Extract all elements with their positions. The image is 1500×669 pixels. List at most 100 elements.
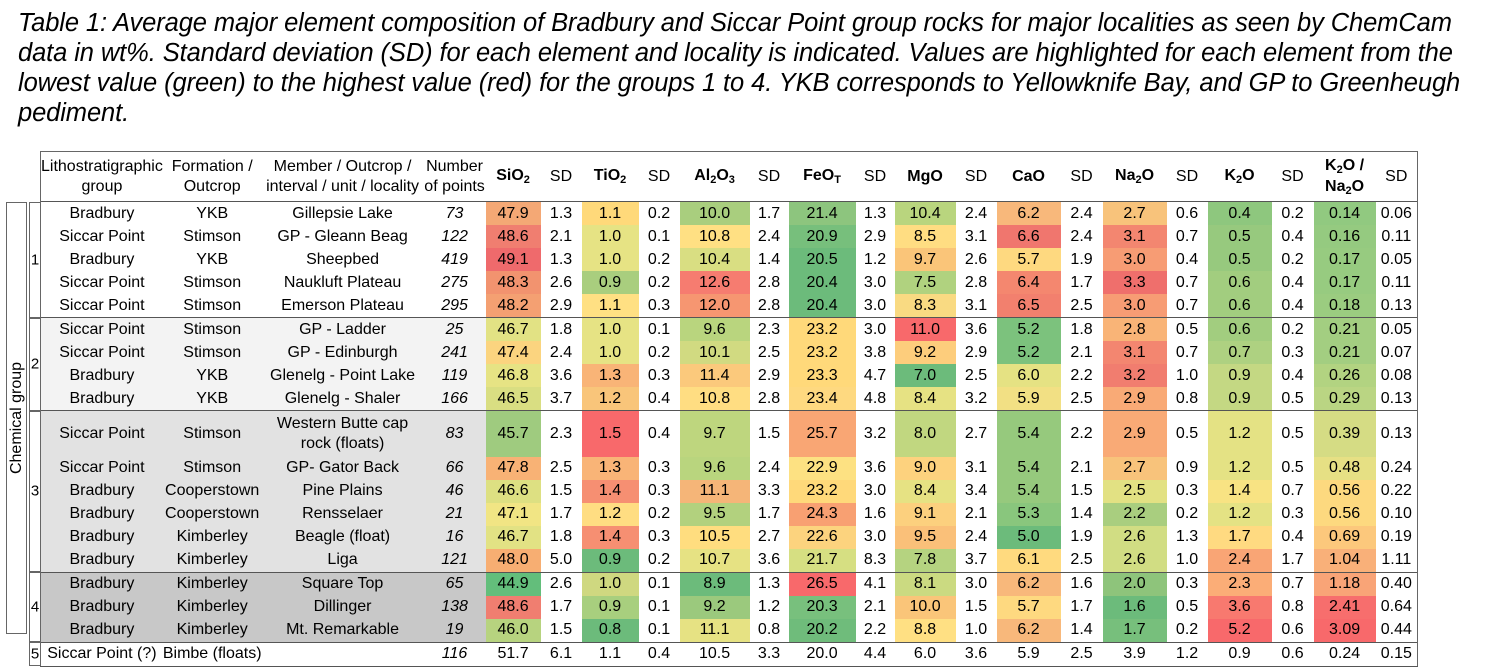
sd-cell: 0.6 [1271, 641, 1314, 667]
value-cell: 1.04 [1313, 548, 1376, 572]
value-cell: 5.7 [996, 248, 1061, 271]
sd-cell: 0.3 [1175, 482, 1199, 499]
sd-cell: 1.8 [540, 317, 582, 341]
sd-cell: 2.1 [1070, 459, 1093, 476]
formation-cell: Stimson [183, 227, 242, 245]
formation-cell: YKB [162, 364, 262, 387]
sd-cell: 1.4 [1070, 505, 1093, 522]
value-cell: 21.7 [788, 548, 856, 572]
sd-cell: 0.10 [1375, 502, 1419, 526]
sd-cell: 1.4 [757, 250, 781, 268]
sd-cell: 3.6 [549, 366, 573, 384]
header-sd: SD [540, 151, 582, 202]
sd-cell: 0.4 [1281, 366, 1304, 384]
value-cell: 5.2 [1207, 618, 1272, 642]
litho-group-cell: Bradbury [39, 502, 163, 526]
value-cell: 22.6 [788, 525, 856, 549]
sd-cell: 1.2 [757, 598, 781, 615]
litho-group-cell: Siccar Point [39, 271, 163, 294]
sd-cell: 0.4 [647, 389, 671, 407]
value-cell: 0.24 [1313, 641, 1376, 667]
value-cell: 1.4 [581, 479, 639, 503]
value-cell: 48.6 [485, 595, 541, 619]
value-cell: 0.69 [1313, 525, 1376, 549]
sd-cell: 2.4 [549, 343, 573, 361]
member-cell: GP - Gleann Beag [277, 227, 408, 245]
sd-cell: 1.0 [964, 621, 988, 638]
sd-cell: 0.3 [1281, 343, 1304, 361]
value-cell: 2.5 [1102, 479, 1167, 503]
sd-cell: 0.2 [1175, 505, 1199, 522]
sd-cell: 2.4 [757, 459, 781, 476]
value-cell: 3.1 [1102, 341, 1167, 364]
value-cell: 10.8 [679, 225, 750, 248]
value-cell: 0.21 [1313, 341, 1376, 364]
member-cell: GP- Gator Back [261, 456, 424, 480]
points-cell: 116 [423, 641, 486, 667]
sd-cell: 0.40 [1375, 571, 1419, 596]
value-cell: 51.7 [485, 641, 541, 667]
value-cell: 5.9 [996, 641, 1061, 667]
sd-cell: 2.4 [1070, 227, 1093, 245]
points-cell: 121 [423, 548, 486, 572]
sd-cell: 8.3 [863, 551, 887, 568]
table-row: Siccar Point (?) Bimbe (floats) 116 51.7 6.1… [39, 641, 1419, 667]
value-cell: 5.2 [996, 341, 1061, 364]
value-cell: 2.41 [1313, 595, 1376, 619]
member-cell: GP - Ladder [261, 317, 424, 341]
sd-cell: 2.2 [863, 621, 887, 638]
value-cell: 11.1 [679, 479, 750, 503]
value-cell: 10.1 [679, 341, 750, 364]
value-cell: 7.8 [894, 548, 956, 572]
sd-cell: 2.1 [964, 505, 988, 522]
value-cell: 0.9 [581, 271, 639, 294]
value-cell: 0.6 [1207, 294, 1272, 318]
member-cell: Naukluft Plateau [283, 273, 402, 291]
sd-cell: 0.13 [1375, 294, 1419, 318]
sd-cell: 2.8 [757, 296, 781, 314]
sd-cell: 3.0 [955, 571, 997, 596]
value-cell: 6.2 [996, 201, 1061, 225]
table-row: Siccar Point Stimson Western Butte cap roc… [39, 410, 1419, 457]
value-cell: 2.7 [1102, 456, 1167, 480]
formation-cell: Cooperstown [162, 502, 262, 526]
value-cell: 5.4 [996, 479, 1061, 503]
value-cell: 8.5 [894, 225, 956, 248]
sd-cell: 0.7 [1175, 227, 1199, 245]
sd-cell: 0.4 [1281, 227, 1304, 245]
sd-cell: 0.4 [1281, 528, 1304, 545]
sd-cell: 0.4 [1281, 273, 1304, 291]
sd-cell: 0.22 [1375, 479, 1419, 503]
sd-cell: 2.8 [757, 273, 781, 291]
litho-group-cell: Siccar Point [39, 317, 163, 341]
sd-cell: 1.5 [749, 410, 789, 457]
value-cell: 46.7 [485, 525, 541, 549]
member-cell: Square Top [261, 571, 424, 596]
value-cell: 3.0 [1102, 248, 1167, 271]
value-cell: 6.2 [996, 618, 1061, 642]
value-cell: 1.0 [581, 248, 639, 271]
value-cell: 8.8 [894, 618, 956, 642]
value-cell: 2.3 [1207, 571, 1272, 596]
table-row: Siccar Point Stimson Emerson Plateau 295 48.… [39, 294, 1419, 318]
litho-group-cell: Bradbury [39, 201, 163, 225]
value-cell: 0.14 [1313, 201, 1376, 225]
points-cell: 83 [423, 410, 486, 457]
sd-cell: 1.0 [1175, 551, 1199, 568]
formation-cell: Stimson [162, 456, 262, 480]
value-cell: 9.0 [894, 456, 956, 480]
sd-cell: 1.9 [1070, 528, 1093, 545]
sd-cell: 2.5 [1070, 551, 1093, 568]
value-cell: 8.1 [894, 571, 956, 596]
sd-cell: 3.1 [964, 227, 988, 245]
sd-cell: 1.7 [1281, 551, 1304, 568]
litho-group-cell: Siccar Point [39, 341, 163, 364]
group-number-2: 2 [29, 317, 40, 411]
points-cell: 138 [423, 595, 486, 619]
sd-cell: 1.3 [540, 201, 582, 225]
member-cell: Gillepsie Lake [261, 201, 424, 225]
group-number-4: 4 [29, 572, 40, 642]
table-caption: Table 1: Average major element compositi… [18, 9, 1461, 127]
table-row: Bradbury Kimberley Liga 121 48.0 5.0 0.9 0.2 10.… [39, 548, 1419, 572]
sd-cell: 1.2 [1166, 641, 1208, 667]
